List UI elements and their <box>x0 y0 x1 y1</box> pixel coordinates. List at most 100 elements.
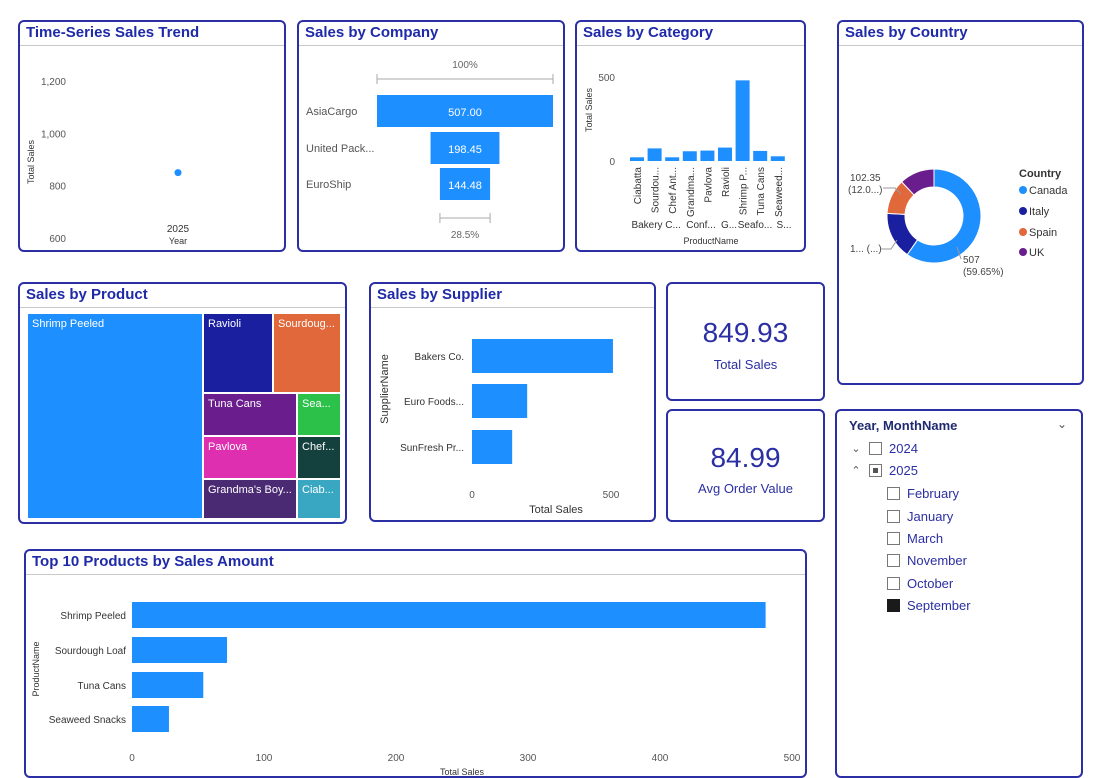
uk-dot-icon <box>1019 248 1027 256</box>
funnel-top-label: 100% <box>452 60 478 71</box>
supplier-xtick: 500 <box>603 490 620 501</box>
top10-category-label: Shrimp Peeled <box>60 611 126 622</box>
kpi-avg-order-value: 84.99 <box>710 442 781 473</box>
category-group-label: Seafo... <box>738 220 772 231</box>
treemap-ciabatta[interactable]: Ciab... <box>297 479 341 519</box>
slicer-collapse-icon[interactable]: ⌄ <box>1057 417 1068 431</box>
category-bar <box>630 157 644 161</box>
treemap-chef[interactable]: Chef... <box>297 436 341 479</box>
category-group-label: C... <box>665 220 681 231</box>
checkbox-2025[interactable] <box>869 463 882 477</box>
spain-dot-icon <box>1019 228 1027 236</box>
treemap-sourdough[interactable]: Sourdoug... <box>273 313 341 393</box>
italy-dot-icon <box>1019 207 1027 215</box>
kpi-total-sales-label: Total Sales <box>713 357 778 372</box>
treemap-grandmas[interactable]: Grandma's Boy... <box>203 479 297 519</box>
legend-uk[interactable]: UK <box>1019 247 1044 259</box>
category-xtick: Shrimp P... <box>739 167 750 215</box>
funnel-bar <box>430 132 500 164</box>
donut-leader-canada <box>956 246 962 260</box>
treemap-ravioli[interactable]: Ravioli <box>203 313 273 393</box>
company-card: Sales by Company 100% AsiaCargo 507.00 Unit… <box>297 20 565 252</box>
month-october-label: October <box>907 575 954 591</box>
category-ylabel: Total Sales <box>584 87 594 132</box>
category-bar <box>665 157 680 161</box>
top10-category-label: Tuna Cans <box>77 681 126 692</box>
donut-slice-uk <box>900 168 935 196</box>
category-xtick: Pavlova <box>703 167 714 203</box>
checkbox-march[interactable] <box>887 531 900 545</box>
top10-category-label: Seaweed Snacks <box>49 715 126 726</box>
supplier-bar <box>472 430 513 464</box>
slicer-month-september[interactable]: September <box>887 595 971 615</box>
legend-italy[interactable]: Italy <box>1019 206 1049 218</box>
donut-slice-canada <box>906 168 982 264</box>
category-group-label: Bakery <box>631 220 662 231</box>
top10-xlabel: Total Sales <box>440 767 485 777</box>
treemap-tuna-cans[interactable]: Tuna Cans <box>203 393 297 436</box>
category-xlabel: ProductName <box>683 236 738 246</box>
checkbox-november[interactable] <box>887 553 900 567</box>
legend-spain[interactable]: Spain <box>1019 227 1057 239</box>
checkbox-february[interactable] <box>887 486 900 500</box>
canada-dot-icon <box>1019 186 1027 194</box>
top10-xtick: 200 <box>388 753 405 764</box>
slicer-year-2025[interactable]: ⌃ 2025 <box>849 460 918 480</box>
supplier-xtick: 0 <box>469 490 475 501</box>
treemap-shrimp-peeled[interactable]: Shrimp Peeled <box>27 313 203 519</box>
top10-xtick: 100 <box>256 753 273 764</box>
slicer-month-october[interactable]: October <box>887 573 953 593</box>
funnel-value-label: 507.00 <box>448 107 482 119</box>
top10-title: Top 10 Products by Sales Amount <box>26 551 805 575</box>
month-september-label: September <box>907 597 971 613</box>
supplier-card: Sales by Supplier Bakers Co. Euro Foods..… <box>369 282 656 522</box>
category-bar <box>647 148 662 161</box>
category-bar <box>735 80 750 161</box>
slicer-month-january[interactable]: January <box>887 506 953 526</box>
trend-ylabel: Total Sales <box>26 139 36 184</box>
slicer-month-february[interactable]: February <box>887 483 959 503</box>
category-group-label: G... <box>721 220 737 231</box>
funnel-bottom-label: 28.5% <box>451 230 479 241</box>
supplier-category-label: SunFresh Pr... <box>400 443 464 454</box>
category-xtick: Tuna Cans <box>756 167 767 216</box>
category-bar <box>770 156 785 161</box>
checkbox-2024[interactable] <box>869 441 882 455</box>
trend-card: Time-Series Sales Trend 1,200 1,000 800 600… <box>18 20 286 252</box>
category-group-label: Conf... <box>686 220 715 231</box>
top10-bar <box>132 672 204 698</box>
checkbox-october[interactable] <box>887 576 900 590</box>
category-title: Sales by Category <box>577 22 804 46</box>
checkbox-january[interactable] <box>887 509 900 523</box>
slicer-month-november[interactable]: November <box>887 550 967 570</box>
top10-card: Top 10 Products by Sales Amount Shrimp P… <box>24 549 807 778</box>
top10-bar <box>132 637 228 663</box>
checkbox-september[interactable] <box>887 598 900 612</box>
trend-xlabel: Year <box>169 236 187 246</box>
product-card: Sales by Product Shrimp Peeled Ravioli S… <box>18 282 347 524</box>
trend-ytick: 1,200 <box>41 77 66 88</box>
chevron-up-icon[interactable]: ⌃ <box>851 464 861 477</box>
treemap-pavlova[interactable]: Pavlova <box>203 436 297 479</box>
year-2024-label: 2024 <box>889 440 918 456</box>
category-xtick: Ravioli <box>721 167 732 197</box>
slicer-year-2024[interactable]: ⌄ 2024 <box>849 438 918 458</box>
category-bar <box>718 147 732 161</box>
legend-canada[interactable]: Canada <box>1019 185 1068 197</box>
supplier-title: Sales by Supplier <box>371 284 654 308</box>
slicer-month-march[interactable]: March <box>887 528 943 548</box>
donut-label-spain-value: 102.35 <box>850 173 881 184</box>
category-xtick: Seaweed... <box>774 167 785 217</box>
country-donut-chart: 507(59.65%) 102.35(12.0...) 1... (...) <box>848 168 1004 278</box>
slicer-title: Year, MonthName <box>849 418 958 433</box>
top10-category-label: Sourdough Loaf <box>55 646 126 657</box>
country-legend-title: Country <box>1019 168 1062 180</box>
top10-xtick: 0 <box>129 753 135 764</box>
supplier-category-label: Euro Foods... <box>404 397 464 408</box>
treemap-seaweed[interactable]: Sea... <box>297 393 341 436</box>
year-month-slicer: Year, MonthName ⌄ ⌄ 2024 ⌃ 2025 February… <box>835 409 1083 778</box>
chevron-down-icon[interactable]: ⌄ <box>851 442 861 455</box>
top10-ylabel: ProductName <box>31 641 41 696</box>
kpi-total-sales-value: 849.93 <box>702 317 789 348</box>
donut-label-canada-value: 507 <box>963 255 980 266</box>
